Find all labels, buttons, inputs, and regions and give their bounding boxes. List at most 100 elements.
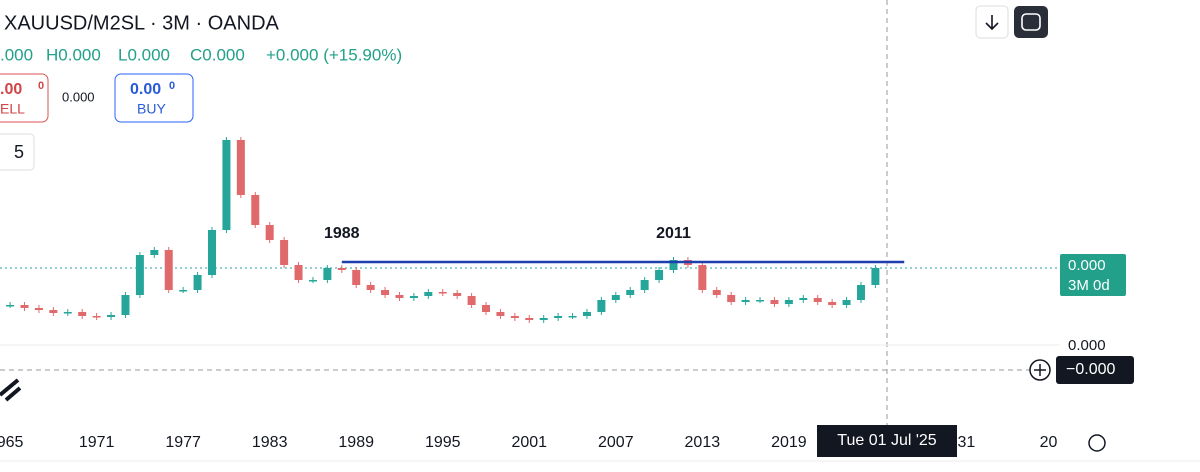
buy-button[interactable] [114, 73, 194, 123]
price-label-box [1060, 254, 1126, 296]
ohlc-close: C0.000 [190, 45, 245, 64]
buy-price: 0.00 [130, 81, 161, 98]
x-tick-label: 1971 [79, 434, 115, 451]
buy-label: BUY [137, 101, 166, 117]
candle [856, 285, 865, 300]
candle [770, 300, 779, 304]
candle [496, 312, 505, 316]
ohlc-open: .000 [0, 45, 33, 64]
ohlc-low: L0.000 [118, 45, 170, 64]
candle [756, 300, 765, 302]
candle [6, 305, 15, 307]
candle [63, 312, 72, 314]
crosshair-value-box [1056, 356, 1134, 384]
candle [265, 225, 274, 240]
candle [164, 250, 173, 290]
candle [467, 296, 476, 305]
candle [525, 318, 534, 320]
candle [510, 316, 519, 318]
symbol-title: XAUUSD/M2SL · 3M · OANDA [4, 12, 280, 34]
candle [597, 300, 606, 312]
candle [135, 255, 144, 295]
candle [799, 298, 808, 300]
candle [482, 305, 491, 312]
candle [655, 270, 664, 280]
x-tick-label: 2001 [511, 434, 547, 451]
fullscreen-icon [1021, 13, 1041, 31]
candle [92, 316, 101, 318]
sell-button[interactable] [0, 73, 49, 123]
interval-box[interactable] [0, 133, 35, 171]
x-tick-label: 2019 [771, 434, 807, 451]
candle [107, 315, 116, 317]
candle [640, 280, 649, 290]
x-tick-label: 031 [949, 434, 976, 451]
candle [323, 268, 332, 280]
candle [34, 308, 43, 310]
candle [308, 280, 317, 282]
add-icon [1034, 364, 1046, 376]
fullscreen-button[interactable] [1014, 6, 1048, 38]
crosshair-date-box [817, 425, 957, 457]
x-axis: 965 1971 1977 1983 1989 1995 2001 2007 2013 2019 0… [0, 434, 1057, 451]
x-tick-label: 1977 [165, 434, 201, 451]
candle [741, 300, 750, 302]
candle [842, 300, 851, 305]
candle [669, 260, 678, 270]
sell-label: ELL [0, 101, 25, 117]
candle [712, 290, 721, 295]
annotation: 2011 [656, 225, 691, 242]
download-icon [985, 15, 999, 31]
candle [424, 292, 433, 296]
x-tick-label: 2007 [598, 434, 634, 451]
crosshair-date: Tue 01 Jul '25 [837, 432, 937, 449]
candle [813, 298, 822, 302]
crosshair-value: −0.000 [1066, 361, 1115, 378]
candle [409, 296, 418, 298]
candle [871, 268, 880, 285]
candle [236, 140, 245, 195]
candle [453, 293, 462, 296]
candle [727, 295, 736, 302]
x-tick-label: 965 [0, 434, 24, 451]
candle [78, 312, 87, 316]
x-tick-label: 1995 [425, 434, 461, 451]
candle [193, 275, 202, 290]
candle [582, 312, 591, 316]
x-tick-label: 20 [1040, 434, 1058, 451]
candle [381, 290, 390, 295]
ohlc-high: H0.000 [46, 45, 101, 64]
candle [20, 305, 29, 308]
price-countdown: 3M 0d [1068, 277, 1110, 294]
candle [366, 285, 375, 290]
candle [179, 290, 188, 292]
candle [150, 250, 159, 255]
x-tick-label: 1989 [338, 434, 374, 451]
candle [784, 300, 793, 304]
plot: 1988 2011 [0, 137, 1060, 323]
candle [280, 240, 289, 265]
settings-icon[interactable] [1088, 434, 1106, 452]
sell-price: .00 [0, 81, 22, 98]
candle [49, 310, 58, 313]
buy-sup: 0 [169, 80, 175, 92]
price-label: 0.000 [1068, 257, 1106, 274]
candle [222, 140, 231, 230]
candle [554, 316, 563, 318]
logo-fragment [0, 378, 22, 402]
annotation: 1988 [324, 225, 360, 242]
candle [828, 302, 837, 305]
candle [568, 316, 577, 318]
axis-price: 0.000 [1068, 337, 1106, 354]
x-tick-label: 1983 [252, 434, 288, 451]
candle [294, 265, 303, 280]
candle [352, 270, 361, 285]
x-tick-label: 2013 [685, 434, 721, 451]
candle [438, 292, 447, 294]
candle [395, 295, 404, 298]
candle [626, 290, 635, 295]
candle [611, 295, 620, 300]
candle [337, 268, 346, 270]
